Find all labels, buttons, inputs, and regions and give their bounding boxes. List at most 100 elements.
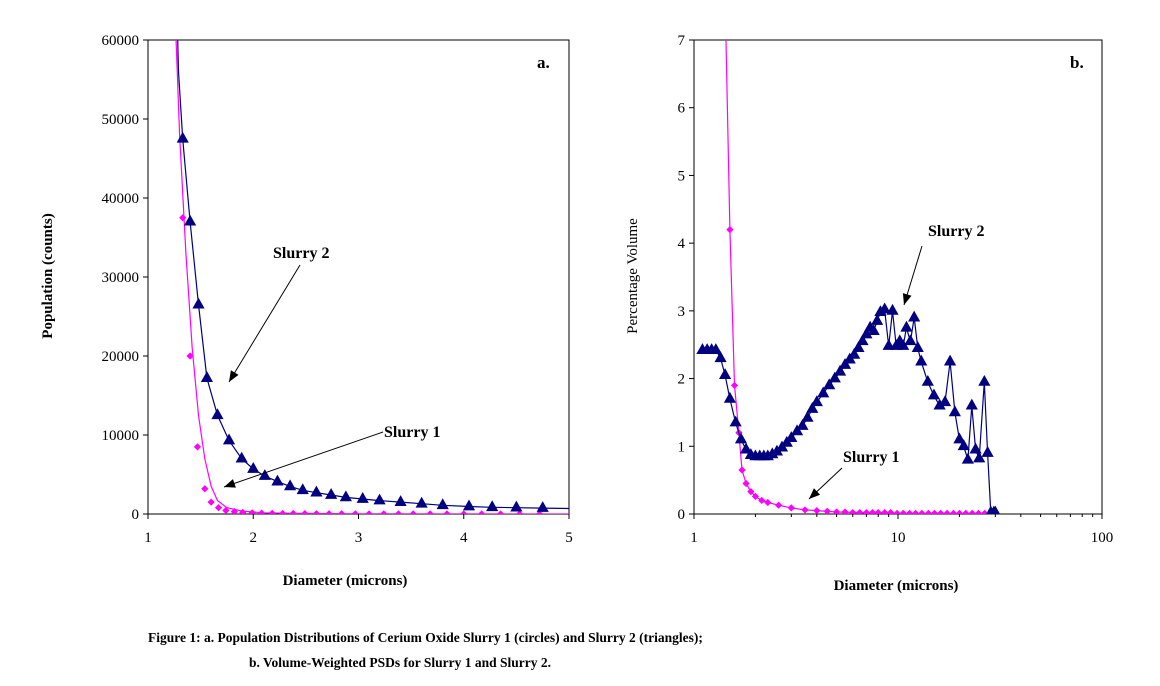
data-point-triangle-b: [900, 320, 913, 332]
data-point-triangle-a: [536, 501, 549, 512]
data-point-triangle-a: [176, 131, 189, 143]
data-point-diamond-a: [268, 509, 276, 514]
data-point-diamond-a: [248, 509, 256, 514]
data-point-diamond-a: [478, 510, 486, 514]
annotation-arrow-slurry2-a: [228, 264, 301, 383]
data-point-diamond-b: [881, 509, 889, 514]
y-tick-label-b: 5: [678, 168, 686, 184]
data-point-diamond-b: [751, 492, 760, 500]
y-tick-label-a: 30000: [102, 270, 140, 286]
data-point-diamond-b: [955, 509, 964, 514]
data-point-diamond-b: [823, 507, 831, 514]
data-point-triangle-a: [222, 433, 236, 445]
data-point-triangle-b: [965, 398, 978, 410]
data-point-diamond-b: [974, 509, 983, 514]
data-point-diamond-a: [239, 508, 247, 514]
data-point-triangle-b: [908, 310, 921, 322]
data-point-triangle-a: [356, 491, 369, 503]
plot-frame-b: [693, 39, 1103, 515]
data-point-diamond-a: [460, 510, 468, 514]
data-point-triangle-b: [848, 347, 861, 359]
data-point-diamond-b: [887, 509, 895, 514]
data-point-diamond-b: [930, 509, 939, 514]
data-point-triangle-a: [310, 485, 323, 497]
data-point-diamond-b: [899, 509, 907, 514]
arrowhead: [224, 479, 236, 488]
data-point-triangle-b: [897, 339, 910, 350]
x-axis-title-b: Diameter (microns): [834, 578, 959, 594]
y-tick-label-b: 1: [678, 439, 686, 455]
data-point-triangle-b: [810, 395, 823, 407]
data-point-triangle-b: [739, 442, 753, 454]
data-point-triangle-b: [828, 371, 841, 383]
axis-ticks-a: 0 10000 20000 30000 40000 50000 60000 1 2 3 4 5: [102, 33, 573, 546]
figure-caption-line1: Figure 1: a. Population Distributions of…: [148, 630, 703, 645]
data-point-triangle-a: [271, 474, 284, 486]
data-point-diamond-b: [968, 509, 976, 514]
data-point-diamond-a: [258, 509, 266, 514]
data-point-diamond-b: [893, 509, 901, 514]
y-tick-label-a: 20000: [102, 349, 140, 365]
data-point-diamond-a: [207, 498, 215, 506]
data-point-triangle-b: [785, 431, 798, 443]
data-point-diamond-b: [862, 509, 870, 514]
data-point-diamond-b: [787, 504, 795, 512]
data-point-diamond-a: [279, 509, 287, 514]
arrowhead: [229, 370, 239, 382]
series-line-a-triangle: [177, 40, 569, 510]
data-point-diamond-b: [841, 508, 849, 514]
x-tick-label-b: 1: [690, 530, 698, 546]
data-point-diamond-a: [380, 510, 388, 514]
data-point-triangle-b: [978, 374, 991, 386]
data-point-diamond-a: [301, 510, 309, 514]
data-point-diamond-b: [832, 508, 841, 514]
data-point-diamond-b: [943, 509, 951, 514]
data-point-diamond-b: [813, 507, 821, 514]
series-line-a-diamond: [175, 40, 569, 514]
y-axis-title-a: Population (counts): [40, 213, 56, 338]
arrowhead: [809, 488, 821, 499]
data-point-diamond-a: [394, 510, 403, 514]
annotation-slurry2-a: Slurry 2: [273, 245, 329, 262]
y-tick-label-b: 4: [678, 236, 686, 252]
x-tick-label-a: 1: [144, 530, 152, 546]
series-group-a: [175, 40, 569, 514]
figure-caption-line2: b. Volume-Weighted PSDs for Slurry 1 and…: [249, 655, 551, 670]
panel-label-a: a.: [537, 53, 550, 72]
data-point-triangle-b: [969, 442, 982, 454]
data-point-diamond-b: [962, 509, 970, 514]
data-point-triangle-a: [258, 469, 271, 480]
y-tick-label-a: 0: [132, 507, 140, 523]
y-tick-label-a: 10000: [102, 428, 140, 444]
data-point-triangle-b: [904, 334, 917, 346]
data-point-triangle-a: [325, 488, 338, 499]
data-point-triangle-a: [462, 499, 476, 511]
data-point-triangle-a: [394, 495, 407, 506]
panel-label-b: b.: [1070, 53, 1084, 72]
data-point-diamond-a: [179, 214, 187, 222]
data-point-triangle-b: [867, 324, 880, 336]
y-tick-label-b: 2: [678, 372, 686, 388]
x-tick-label-b: 100: [1091, 530, 1114, 546]
data-point-triangle-a: [283, 479, 297, 491]
data-point-diamond-a: [409, 510, 417, 514]
data-point-diamond-b: [730, 381, 739, 389]
data-point-diamond-b: [747, 488, 755, 496]
data-point-triangle-b: [801, 410, 814, 422]
data-point-diamond-a: [426, 510, 434, 514]
y-tick-label-b: 7: [678, 33, 686, 49]
y-tick-label-a: 50000: [102, 112, 140, 128]
data-point-diamond-b: [924, 509, 933, 514]
data-point-triangle-b: [981, 446, 994, 457]
x-tick-label-a: 3: [355, 530, 363, 546]
data-point-diamond-a: [186, 352, 194, 360]
data-point-diamond-b: [918, 509, 926, 514]
data-point-diamond-b: [981, 509, 989, 514]
data-point-diamond-a: [365, 510, 373, 514]
arrowhead: [902, 293, 912, 305]
data-point-triangle-b: [911, 341, 924, 352]
data-point-diamond-b: [937, 509, 945, 514]
data-point-triangle-b: [714, 351, 727, 363]
